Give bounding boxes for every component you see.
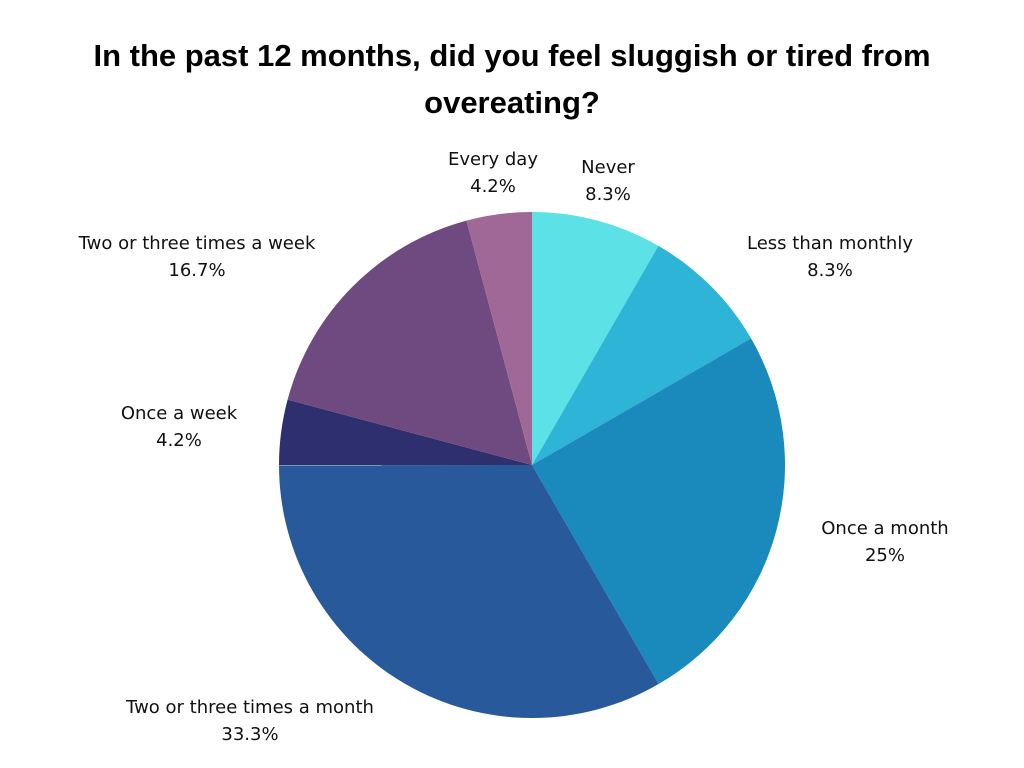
- slice-label-every-day: Every day: [448, 149, 538, 170]
- pie-slice-once-a-week: [279, 399, 532, 466]
- slice-value-two-or-three-times-a-month: 33.3%: [221, 724, 278, 745]
- slice-value-two-or-three-times-a-week: 16.7%: [168, 260, 225, 281]
- slice-label-two-or-three-times-a-month: Two or three times a month: [125, 697, 374, 718]
- pie-slices: [279, 212, 785, 718]
- slice-value-never: 8.3%: [585, 184, 631, 205]
- slice-label-two-or-three-times-a-week: Two or three times a week: [78, 233, 316, 254]
- slice-label-once-a-month: Once a month: [821, 518, 948, 539]
- slice-labels: Never 8.3% Less than monthly 8.3% Once a mon…: [78, 149, 949, 745]
- slice-value-once-a-week: 4.2%: [156, 430, 202, 451]
- slice-label-never: Never: [581, 157, 635, 178]
- slice-value-less-than-monthly: 8.3%: [807, 260, 853, 281]
- slice-label-once-a-week: Once a week: [121, 403, 238, 424]
- pie-slice-less-than-monthly: [532, 245, 752, 465]
- pie-slice-every-day: [466, 212, 532, 465]
- chart-title: In the past 12 months, did you feel slug…: [93, 38, 931, 120]
- pie-slice-two-or-three-times-a-week: [287, 220, 532, 465]
- slice-label-less-than-monthly: Less than monthly: [747, 233, 913, 254]
- pie-slice-never: [532, 212, 659, 465]
- pie-slice-once-a-month: [532, 338, 785, 685]
- slice-value-once-a-month: 25%: [865, 545, 905, 566]
- slice-value-every-day: 4.2%: [470, 176, 516, 197]
- pie-slice-two-or-three-times-a-month: [279, 465, 659, 718]
